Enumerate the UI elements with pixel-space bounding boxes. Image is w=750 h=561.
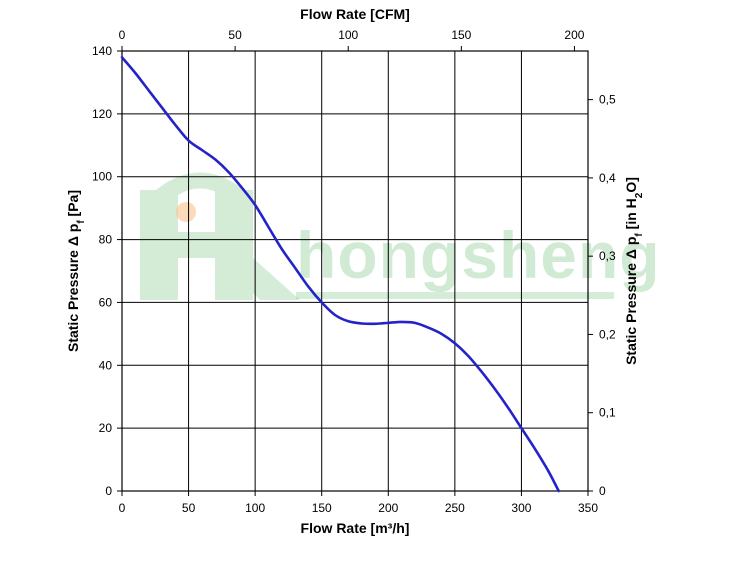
series-group	[120, 55, 561, 493]
watermark-logo-arc	[150, 172, 250, 205]
watermark-logo-leg	[230, 258, 300, 300]
y-tick-label: 60	[99, 295, 113, 309]
x2-tick-label: 150	[451, 28, 471, 42]
x2-axis-title: Flow Rate [CFM]	[300, 6, 410, 22]
x-tick-label: 50	[182, 501, 196, 515]
x-axis-title: Flow Rate [m³/h]	[301, 520, 410, 536]
y2-tick-label: 0,4	[599, 171, 616, 185]
tick-marks	[117, 46, 593, 496]
y2-tick-label: 0,2	[599, 327, 616, 341]
watermark-logo-bar-mid	[140, 232, 253, 258]
plot-frame	[121, 50, 589, 492]
watermark-logo-bar-right	[215, 190, 253, 300]
watermark-sun-icon	[176, 202, 196, 222]
y2-tick-label: 0	[599, 484, 606, 498]
watermark-logo-bar-left	[140, 190, 178, 300]
y2-axis-title-sub2: 2	[634, 192, 645, 198]
x-tick-label: 150	[312, 501, 332, 515]
x-tick-label: 0	[119, 501, 126, 515]
y2-axis-title-end: O]	[623, 177, 639, 193]
y-axis-title-unit: [Pa]	[65, 190, 81, 220]
x2-tick-label: 50	[228, 28, 242, 42]
x-tick-label: 200	[378, 501, 398, 515]
y-axis-title-sub: f	[76, 220, 87, 224]
y2-axis-title-sub: f	[634, 233, 645, 237]
watermark-text: hongsheng	[296, 218, 661, 292]
x-tick-label: 100	[245, 501, 265, 515]
x2-tick-label: 0	[119, 28, 126, 42]
pressure-curve-line	[120, 55, 561, 493]
y-axis-title-main: Static Pressure Δ p	[65, 224, 81, 352]
x2-tick-label: 100	[338, 28, 358, 42]
y-tick-label: 100	[92, 170, 112, 184]
y-tick-label: 80	[99, 233, 113, 247]
y-tick-label: 0	[105, 484, 112, 498]
y-axis-title: Static Pressure Δ pf [Pa]	[65, 190, 87, 352]
y2-tick-label: 0,1	[599, 406, 616, 420]
y2-axis-title-mid: [in H	[623, 198, 639, 233]
y-tick-label: 20	[99, 421, 113, 435]
grid	[122, 51, 588, 491]
y-tick-label: 40	[99, 358, 113, 372]
y-tick-label: 120	[92, 107, 112, 121]
y-tick-label: 140	[92, 44, 112, 58]
x-tick-label: 350	[578, 501, 598, 515]
x-tick-label: 300	[511, 501, 531, 515]
x-tick-label: 250	[445, 501, 465, 515]
y2-tick-label: 0,3	[599, 249, 616, 263]
y2-tick-label: 0,5	[599, 93, 616, 107]
x2-tick-label: 200	[564, 28, 584, 42]
hongsheng-watermark: hongsheng	[140, 172, 661, 300]
y2-axis-title-main: Static Pressure Δ p	[623, 237, 639, 365]
y2-axis-title: Static Pressure Δ pf [in H2O]	[623, 177, 645, 365]
